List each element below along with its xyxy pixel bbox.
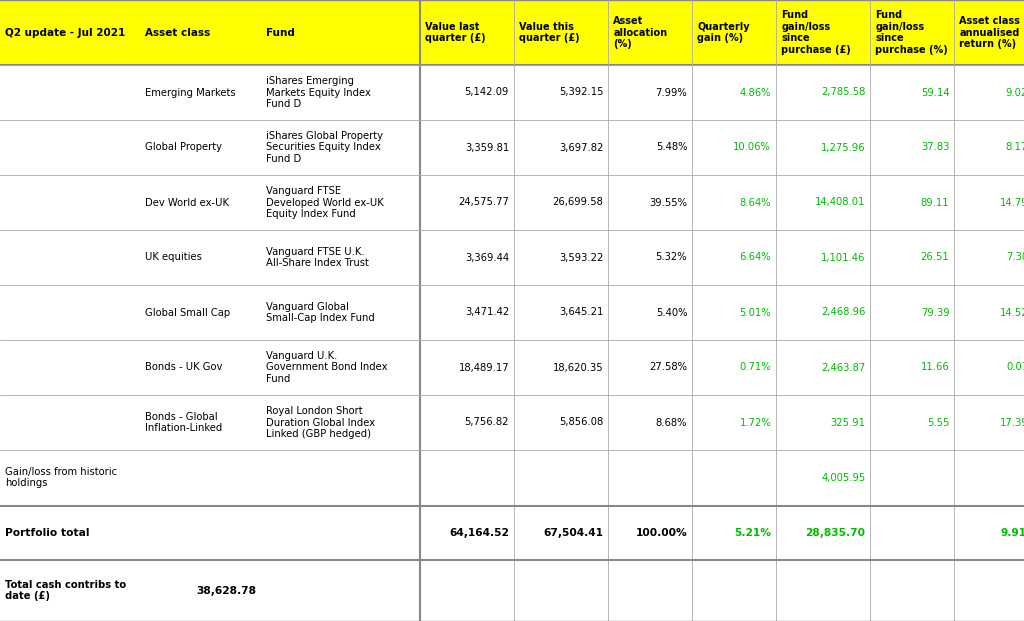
Text: 4,005.95: 4,005.95 xyxy=(821,473,865,483)
Text: 5,392.15: 5,392.15 xyxy=(559,88,603,97)
Text: Bonds - UK Gov: Bonds - UK Gov xyxy=(145,363,222,373)
Text: 100.00%: 100.00% xyxy=(636,528,687,538)
Text: Portfolio total: Portfolio total xyxy=(5,528,89,538)
Text: Vanguard Global
Small-Cap Index Fund: Vanguard Global Small-Cap Index Fund xyxy=(266,302,375,324)
Text: 3,645.21: 3,645.21 xyxy=(559,307,603,317)
Text: 18,620.35: 18,620.35 xyxy=(553,363,603,373)
Text: Bonds - Global
Inflation-Linked: Bonds - Global Inflation-Linked xyxy=(145,412,222,433)
Text: 37.83: 37.83 xyxy=(921,142,949,153)
Text: 2,468.96: 2,468.96 xyxy=(821,307,865,317)
Text: 5,142.09: 5,142.09 xyxy=(465,88,509,97)
Text: 26,699.58: 26,699.58 xyxy=(552,197,603,207)
Text: 17.39%: 17.39% xyxy=(999,417,1024,427)
Text: 3,697.82: 3,697.82 xyxy=(559,142,603,153)
Text: 59.14: 59.14 xyxy=(921,88,949,97)
Text: Value this
quarter (£): Value this quarter (£) xyxy=(519,22,580,43)
Text: 2,785.58: 2,785.58 xyxy=(821,88,865,97)
Text: 5,856.08: 5,856.08 xyxy=(559,417,603,427)
Text: 10.06%: 10.06% xyxy=(733,142,771,153)
Text: 5.40%: 5.40% xyxy=(655,307,687,317)
Text: 0.07%: 0.07% xyxy=(1006,363,1024,373)
Text: Q2 update - Jul 2021: Q2 update - Jul 2021 xyxy=(5,27,125,37)
Bar xyxy=(0,120,1024,175)
Text: 1,101.46: 1,101.46 xyxy=(821,253,865,263)
Bar xyxy=(0,340,1024,395)
Text: 18,489.17: 18,489.17 xyxy=(459,363,509,373)
Text: 5.48%: 5.48% xyxy=(655,142,687,153)
Text: 14,408.01: 14,408.01 xyxy=(815,197,865,207)
Text: Quarterly
gain (%): Quarterly gain (%) xyxy=(697,22,750,43)
Text: Fund
gain/loss
since
purchase (£): Fund gain/loss since purchase (£) xyxy=(781,10,851,55)
Text: 28,835.70: 28,835.70 xyxy=(806,528,865,538)
Text: Fund
gain/loss
since
purchase (%): Fund gain/loss since purchase (%) xyxy=(876,10,948,55)
Text: 0.71%: 0.71% xyxy=(739,363,771,373)
Text: 5.21%: 5.21% xyxy=(734,528,771,538)
Text: Total cash contribs to
date (£): Total cash contribs to date (£) xyxy=(5,579,126,601)
Text: Vanguard FTSE
Developed World ex-UK
Equity Index Fund: Vanguard FTSE Developed World ex-UK Equi… xyxy=(266,186,384,219)
Text: Asset class: Asset class xyxy=(145,27,211,37)
Text: 4.86%: 4.86% xyxy=(739,88,771,97)
Text: 79.39: 79.39 xyxy=(921,307,949,317)
Text: Global Property: Global Property xyxy=(145,142,222,153)
Bar xyxy=(0,505,1024,560)
Text: 89.11: 89.11 xyxy=(921,197,949,207)
Text: Dev World ex-UK: Dev World ex-UK xyxy=(145,197,229,207)
Text: Vanguard FTSE U.K.
All-Share Index Trust: Vanguard FTSE U.K. All-Share Index Trust xyxy=(266,247,369,268)
Text: 8.17%: 8.17% xyxy=(1006,142,1024,153)
Text: Value last
quarter (£): Value last quarter (£) xyxy=(425,22,485,43)
Bar xyxy=(0,65,1024,120)
Text: 5,756.82: 5,756.82 xyxy=(465,417,509,427)
Text: Asset class
annualised
return (%): Asset class annualised return (%) xyxy=(959,16,1020,49)
Text: 8.68%: 8.68% xyxy=(655,417,687,427)
Bar xyxy=(0,450,1024,505)
Text: 39.55%: 39.55% xyxy=(649,197,687,207)
Bar xyxy=(0,175,1024,230)
Text: 14.52%: 14.52% xyxy=(999,307,1024,317)
Text: Vanguard U.K.
Government Bond Index
Fund: Vanguard U.K. Government Bond Index Fund xyxy=(266,351,388,384)
Text: 3,593.22: 3,593.22 xyxy=(559,253,603,263)
Bar xyxy=(0,0,1024,65)
Text: 5.32%: 5.32% xyxy=(655,253,687,263)
Bar xyxy=(0,560,1024,621)
Text: 1.72%: 1.72% xyxy=(739,417,771,427)
Text: 26.51: 26.51 xyxy=(921,253,949,263)
Bar xyxy=(0,230,1024,285)
Text: UK equities: UK equities xyxy=(145,253,202,263)
Text: Royal London Short
Duration Global Index
Linked (GBP hedged): Royal London Short Duration Global Index… xyxy=(266,406,375,439)
Text: 7.30%: 7.30% xyxy=(1006,253,1024,263)
Text: 11.66: 11.66 xyxy=(921,363,949,373)
Text: Asset
allocation
(%): Asset allocation (%) xyxy=(613,16,668,49)
Text: 325.91: 325.91 xyxy=(830,417,865,427)
Text: 38,628.78: 38,628.78 xyxy=(197,586,256,596)
Text: 2,463.87: 2,463.87 xyxy=(821,363,865,373)
Text: 7.99%: 7.99% xyxy=(655,88,687,97)
Text: Gain/loss from historic
holdings: Gain/loss from historic holdings xyxy=(5,467,117,488)
Text: 9.02%: 9.02% xyxy=(1006,88,1024,97)
Text: 64,164.52: 64,164.52 xyxy=(450,528,509,538)
Text: 67,504.41: 67,504.41 xyxy=(544,528,603,538)
Text: 3,359.81: 3,359.81 xyxy=(465,142,509,153)
Text: 8.64%: 8.64% xyxy=(739,197,771,207)
Text: 27.58%: 27.58% xyxy=(649,363,687,373)
Text: Fund: Fund xyxy=(266,27,295,37)
Text: 14.79%: 14.79% xyxy=(999,197,1024,207)
Text: Global Small Cap: Global Small Cap xyxy=(145,307,230,317)
Text: 5.01%: 5.01% xyxy=(739,307,771,317)
Text: Emerging Markets: Emerging Markets xyxy=(145,88,236,97)
Bar xyxy=(0,395,1024,450)
Text: 6.64%: 6.64% xyxy=(739,253,771,263)
Text: iShares Global Property
Securities Equity Index
Fund D: iShares Global Property Securities Equit… xyxy=(266,131,383,164)
Text: iShares Emerging
Markets Equity Index
Fund D: iShares Emerging Markets Equity Index Fu… xyxy=(266,76,371,109)
Text: 9.91%: 9.91% xyxy=(1000,528,1024,538)
Text: 1,275.96: 1,275.96 xyxy=(821,142,865,153)
Text: 3,369.44: 3,369.44 xyxy=(465,253,509,263)
Text: 3,471.42: 3,471.42 xyxy=(465,307,509,317)
Bar xyxy=(0,285,1024,340)
Text: 24,575.77: 24,575.77 xyxy=(458,197,509,207)
Text: 5.55: 5.55 xyxy=(927,417,949,427)
